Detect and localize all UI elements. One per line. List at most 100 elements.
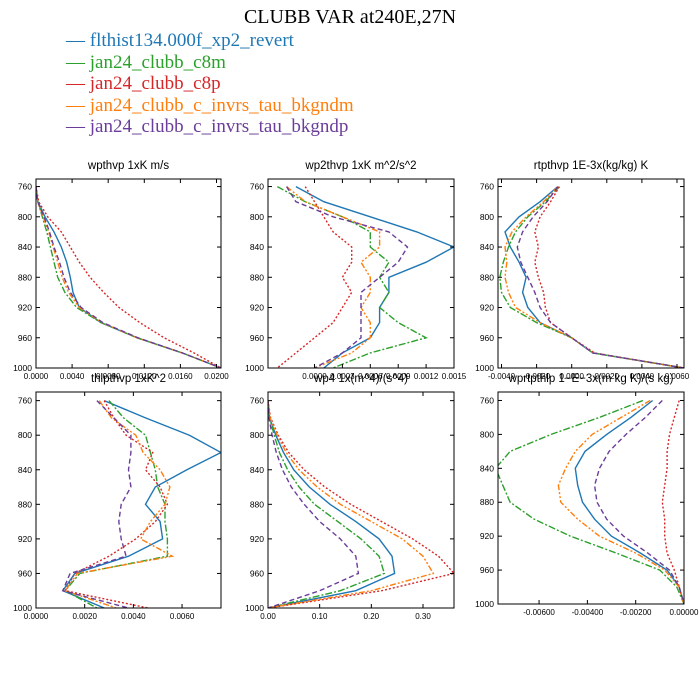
series-line: [504, 186, 684, 368]
y-tick-label: 1000: [245, 363, 264, 373]
y-tick-label: 920: [480, 531, 494, 541]
subplot: wprtpthlp 1−E−3x(m kg K)/(s kg) 760 800 840…: [475, 373, 699, 617]
x-tick-label: 0.0060: [170, 612, 195, 621]
x-tick-label: 0.0200: [204, 372, 229, 381]
x-tick-label: 0.0020: [72, 612, 97, 621]
y-tick-label: 920: [18, 534, 32, 544]
plot-frame: [35, 178, 222, 369]
x-tick-label: 0.0040: [121, 612, 146, 621]
y-tick-label: 760: [480, 395, 494, 405]
x-tick-label: 0.0000: [24, 612, 49, 621]
plot-frame: [35, 391, 222, 609]
y-tick-label: 920: [250, 534, 264, 544]
subplot-title: wp2thvp 1xK m^2/s^2: [304, 160, 416, 172]
y-tick-label: 760: [250, 396, 264, 406]
subplot: thlpthvp 1xK^276080084088092096010000.00…: [13, 373, 222, 621]
subplot-title: thlpthvp 1xK^2: [91, 373, 166, 385]
y-tick-label: 920: [18, 303, 32, 313]
series-line: [36, 186, 221, 368]
series-line: [268, 400, 396, 608]
subplot: rtpthvp 1E-3x(kg/kg) K 760 800 840 880 920 960…: [475, 160, 690, 381]
y-tick-label: 760: [250, 182, 264, 192]
legend: — flthist134.000f_xp2_revert — jan24_clu…: [66, 30, 354, 138]
y-tick-label: 960: [480, 565, 494, 575]
x-tick-label: -0.0040: [488, 372, 516, 381]
y-tick-label: 840: [250, 465, 264, 475]
series-line: [516, 186, 684, 368]
y-tick-label: 800: [18, 430, 32, 440]
series-line: [286, 186, 409, 368]
y-tick-label: 760: [18, 182, 32, 192]
series-line: [61, 400, 132, 608]
y-tick-label: 840: [480, 463, 494, 473]
y-tick-label: 840: [250, 242, 264, 252]
y-tick-label: 800: [250, 212, 264, 222]
y-tick-label: 1000: [13, 603, 32, 613]
series-line: [36, 186, 221, 368]
x-tick-label: -0.00600: [523, 608, 555, 617]
y-tick-label: 880: [480, 497, 494, 507]
x-tick-label: 0.20: [364, 612, 380, 621]
y-tick-label: 760: [18, 396, 32, 406]
y-tick-label: 880: [250, 499, 264, 509]
x-tick-label: -0.00200: [620, 608, 652, 617]
series-line: [504, 186, 684, 368]
y-tick-label: 960: [18, 568, 32, 578]
x-tick-label: 0.0040: [630, 372, 655, 381]
x-tick-label: 0.0006: [358, 372, 383, 381]
y-tick-label: 880: [250, 272, 264, 282]
y-tick-label: 800: [250, 430, 264, 440]
series-line: [36, 186, 221, 368]
x-tick-label: 0.0000: [24, 372, 49, 381]
y-tick-label: 960: [250, 568, 264, 578]
plot-frame: [497, 178, 685, 369]
legend-label: jan24_clubb_c_invrs_tau_bkgndm: [89, 94, 354, 116]
plot-frame: [497, 391, 685, 605]
plot-frame: [267, 391, 455, 609]
legend-label: jan24_clubb_c_invrs_tau_bkgndp: [89, 116, 349, 137]
series-line: [557, 399, 684, 604]
x-tick-label: 0.0009: [386, 372, 411, 381]
x-tick-label: 0.0015: [442, 372, 467, 381]
series-line: [36, 186, 221, 368]
subplot-title: wprtpthlp 1−E−3x(m kg K)/(s kg): [508, 373, 674, 385]
x-tick-label: 0.0080: [96, 372, 121, 381]
y-tick-label: 800: [480, 429, 494, 439]
series-line: [268, 400, 454, 608]
y-tick-label: 800: [18, 212, 32, 222]
subplot-title: wp4 1x(m^4)/(s^4): [313, 373, 408, 385]
x-tick-label: -0.0020: [523, 372, 551, 381]
series-line: [498, 399, 684, 604]
y-tick-label: 1000: [475, 363, 494, 373]
series-line: [268, 400, 386, 608]
subplot: wp2thvp 1xK m^2/s^2 760 800 840 880 920 960 100…: [245, 160, 467, 381]
series-line: [286, 186, 381, 368]
y-tick-label: 840: [18, 242, 32, 252]
y-tick-label: 1000: [475, 599, 494, 609]
series-line: [276, 186, 353, 368]
y-tick-label: 920: [480, 303, 494, 313]
series-line: [64, 400, 169, 608]
series-line: [534, 186, 684, 368]
x-tick-label: 0.0003: [330, 372, 355, 381]
x-tick-label: 0.0120: [132, 372, 157, 381]
x-tick-label: 0.0060: [665, 372, 690, 381]
legend-label: jan24_clubb_c8m: [89, 51, 226, 73]
y-tick-label: 960: [480, 333, 494, 343]
series-line: [295, 185, 454, 368]
x-tick-label: 0.0160: [168, 372, 193, 381]
legend-item: — jan24_clubb_c8p: [66, 73, 221, 94]
subplot: wpthvp 1xK m/s76080084088092096010000.00…: [13, 160, 229, 381]
x-tick-label: 0.0000: [559, 372, 584, 381]
y-tick-label: 1000: [245, 603, 264, 613]
y-tick-label: 1000: [13, 363, 32, 373]
x-tick-label: 0.0000: [302, 372, 327, 381]
x-tick-label: 0.0020: [595, 372, 620, 381]
legend-item: — jan24_clubb_c_invrs_tau_bkgndm: [66, 94, 354, 116]
series-line: [593, 400, 684, 604]
y-tick-label: 840: [480, 242, 494, 252]
subplot: wp4 1x(m^4)/(s^4) 760 800 840 880 920 960 1000 0…: [245, 373, 455, 621]
series-line: [61, 399, 221, 608]
legend-item: — flthist134.000f_xp2_revert: [66, 30, 294, 51]
